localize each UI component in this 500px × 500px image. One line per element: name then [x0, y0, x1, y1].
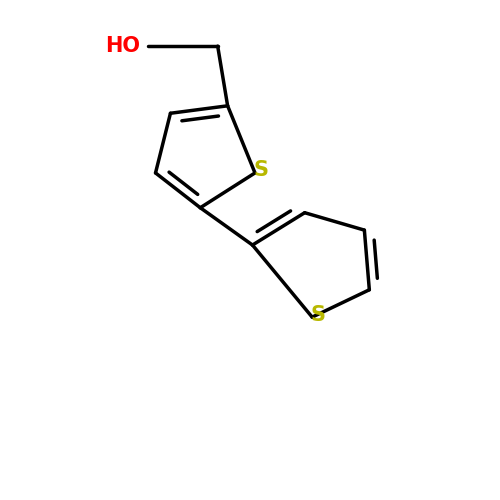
Text: HO: HO	[106, 36, 140, 56]
Text: S: S	[310, 304, 326, 324]
Text: S: S	[254, 160, 268, 180]
